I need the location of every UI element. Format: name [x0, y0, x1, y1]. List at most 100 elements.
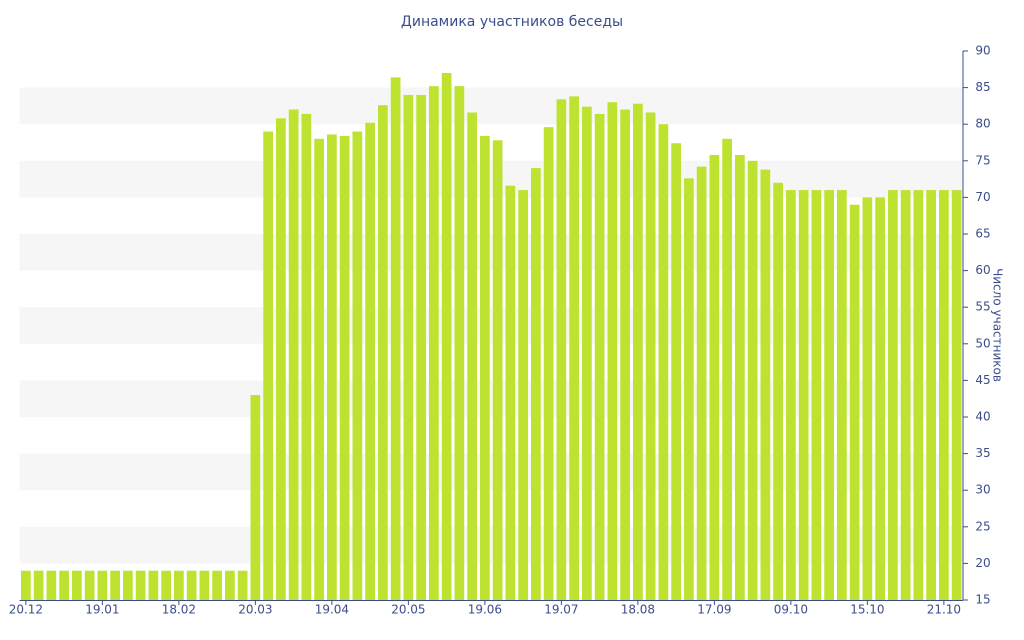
bar: [327, 134, 337, 600]
bar: [951, 190, 962, 600]
bar: [161, 570, 171, 600]
bar: [46, 570, 57, 600]
y-tick-label: 30: [975, 483, 990, 497]
bar: [199, 570, 210, 600]
y-tick-label: 85: [975, 80, 990, 94]
bar: [658, 124, 669, 600]
bar: [875, 197, 885, 600]
bar: [722, 138, 732, 600]
bar: [250, 395, 261, 600]
bar: [416, 94, 426, 601]
bar: [480, 135, 490, 601]
bar: [301, 113, 312, 601]
y-tick-label: 25: [975, 519, 990, 533]
bar: [135, 570, 146, 600]
bar: [620, 109, 630, 600]
bar: [352, 131, 363, 600]
bar: [633, 103, 643, 600]
y-tick-label: 35: [975, 446, 990, 460]
x-tick-label: 19.04: [315, 603, 349, 617]
bar: [888, 190, 898, 600]
bar: [403, 94, 414, 601]
bar: [110, 570, 120, 600]
chart-title: Динамика участников беседы: [401, 14, 623, 30]
x-tick-label: 20.03: [238, 603, 272, 617]
bar: [429, 86, 439, 601]
bar: [518, 190, 528, 600]
bar: [148, 570, 159, 600]
x-tick-label: 20.12: [9, 603, 43, 617]
bar: [671, 143, 681, 600]
bar: [339, 135, 350, 601]
y-tick-label: 90: [975, 44, 990, 58]
bar: [467, 112, 477, 600]
bar: [505, 185, 516, 601]
bar: [123, 570, 133, 600]
bar: [939, 190, 949, 600]
bar: [288, 109, 299, 600]
bar: [594, 113, 605, 601]
y-axis-label: Число участников: [991, 268, 1005, 382]
y-tick-label: 20: [975, 556, 990, 570]
bar: [849, 204, 860, 600]
y-tick-label: 60: [975, 263, 990, 277]
grid-band: [19, 234, 963, 271]
grid-band: [19, 526, 963, 564]
bar: [314, 138, 324, 600]
bar: [913, 190, 924, 600]
bar: [492, 140, 503, 600]
bar: [21, 570, 31, 600]
bar: [645, 112, 656, 600]
bar: [798, 190, 809, 600]
bar: [582, 106, 592, 601]
bar: [263, 131, 273, 600]
bar: [837, 190, 847, 600]
bar: [773, 182, 783, 600]
x-tick-label: 21.10: [927, 603, 961, 617]
x-tick-label: 20.05: [391, 603, 425, 617]
bar: [760, 169, 771, 601]
bar: [97, 570, 108, 600]
grid-band: [19, 87, 963, 125]
x-tick-label: 19.07: [544, 603, 578, 617]
bar: [569, 96, 579, 600]
x-tick-label: 18.08: [621, 603, 655, 617]
y-tick-label: 50: [975, 336, 990, 350]
grid-band: [19, 453, 963, 491]
x-tick-label: 19.06: [468, 603, 502, 617]
grid-band: [19, 160, 963, 198]
x-tick-label: 15.10: [850, 603, 884, 617]
bar: [709, 154, 720, 600]
y-tick-label: 15: [975, 593, 990, 607]
x-tick-label: 09.10: [774, 603, 808, 617]
bar: [72, 570, 82, 600]
bar: [811, 190, 822, 600]
bar: [862, 197, 873, 600]
bar: [531, 168, 541, 600]
bar: [212, 570, 222, 600]
bar: [454, 86, 465, 601]
bar: [276, 118, 286, 601]
x-tick-label: 17.09: [697, 603, 731, 617]
y-tick-label: 55: [975, 300, 990, 314]
bar: [543, 127, 554, 601]
y-tick-label: 45: [975, 373, 990, 387]
y-tick-label: 80: [975, 117, 990, 131]
bar: [747, 160, 758, 601]
grid-band: [19, 380, 963, 417]
bar: [900, 190, 911, 600]
bar: [225, 570, 235, 600]
bar: [696, 166, 707, 600]
grid-band: [19, 307, 963, 344]
y-tick-label: 75: [975, 153, 990, 167]
bar: [735, 154, 745, 600]
x-tick-label: 19.01: [85, 603, 119, 617]
y-tick-label: 70: [975, 190, 990, 204]
bar: [390, 77, 401, 601]
bar: [84, 570, 95, 600]
bar: [824, 190, 834, 600]
x-tick-label: 18.02: [162, 603, 196, 617]
bar: [684, 178, 694, 601]
bar: [441, 72, 452, 600]
